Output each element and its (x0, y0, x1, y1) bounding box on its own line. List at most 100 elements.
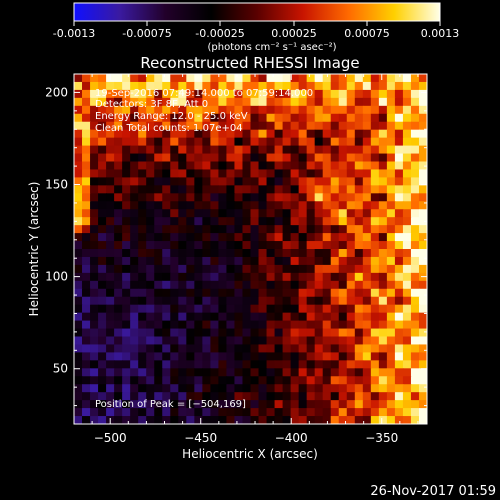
heatmap-cell (98, 392, 107, 401)
heatmap-cell (154, 153, 163, 163)
heatmap-cell (82, 153, 91, 163)
heatmap-cell (258, 161, 268, 171)
heatmap-cell (354, 264, 364, 274)
heatmap-cell (202, 185, 211, 194)
heatmap-cell (346, 113, 356, 123)
heatmap-cell (290, 177, 300, 186)
heatmap-cell (418, 416, 427, 424)
heatmap-cell (146, 328, 155, 338)
heatmap-cell (314, 328, 324, 338)
heatmap-cell (250, 161, 260, 171)
heatmap-cell (178, 352, 187, 361)
heatmap-cell (354, 105, 364, 115)
heatmap-cell (274, 81, 284, 91)
heatmap-cell (290, 304, 300, 314)
heatmap-cell (218, 368, 228, 377)
heatmap-cell (202, 256, 211, 266)
heatmap-cell (298, 296, 308, 306)
heatmap-cell (226, 217, 236, 226)
heatmap-cell (298, 97, 308, 107)
heatmap-cell (354, 352, 364, 361)
y-axis-label: Heliocentric Y (arcsec) (27, 182, 41, 317)
heatmap-cell (346, 280, 356, 290)
heatmap-cell (258, 89, 268, 99)
heatmap-cell (266, 97, 276, 107)
heatmap-cell (226, 105, 236, 115)
heatmap-cell (282, 296, 292, 306)
heatmap-cell (314, 336, 324, 346)
heatmap-cell (274, 280, 284, 290)
heatmap-cell (290, 408, 300, 417)
heatmap-cell (146, 296, 155, 306)
heatmap-cell (274, 344, 284, 353)
heatmap-cell (186, 74, 195, 83)
heatmap-cell (122, 352, 131, 361)
heatmap-cell (226, 137, 236, 147)
heatmap-cell (90, 105, 99, 115)
heatmap-cell (346, 97, 356, 107)
heatmap-cell (250, 153, 260, 163)
heatmap-cell (162, 344, 171, 353)
heatmap-cell (322, 121, 332, 131)
heatmap-cell (266, 74, 276, 83)
heatmap-cell (226, 320, 236, 330)
heatmap-cell (218, 169, 228, 178)
heatmap-cell (346, 312, 356, 322)
heatmap-cell (362, 320, 372, 330)
heatmap-cell (194, 264, 203, 274)
heatmap-cell (170, 153, 179, 163)
heatmap-cell (274, 217, 284, 226)
heatmap-cell (218, 416, 228, 424)
heatmap-cell (210, 408, 220, 417)
heatmap-cell (338, 416, 348, 424)
heatmap-cell (298, 376, 308, 385)
heatmap-cell (378, 256, 388, 266)
heatmap-cell (354, 233, 364, 242)
heatmap-cell (234, 360, 244, 369)
heatmap-cell (162, 272, 171, 282)
heatmap-cell (186, 368, 195, 377)
heatmap-cell (210, 280, 220, 290)
heatmap-cell (322, 296, 332, 306)
heatmap-cell (202, 264, 211, 274)
heatmap-cell (298, 288, 308, 298)
heatmap-cell (258, 352, 268, 361)
heatmap-cell (378, 193, 388, 202)
heatmap-cell (274, 312, 284, 322)
heatmap-cell (322, 360, 332, 369)
heatmap-cell (362, 264, 372, 274)
heatmap-cell (138, 336, 147, 346)
heatmap-cell (154, 145, 163, 155)
heatmap-cell (386, 384, 396, 393)
heatmap-cell (250, 400, 260, 409)
heatmap-cell (266, 121, 276, 131)
heatmap-cell (122, 304, 131, 314)
heatmap-cell (218, 113, 228, 123)
heatmap-cell (338, 177, 348, 186)
heatmap-cell (258, 376, 268, 385)
heatmap-cell (354, 249, 364, 258)
heatmap-cell (170, 352, 179, 361)
heatmap-cell (202, 296, 211, 306)
heatmap-cell (322, 137, 332, 147)
heatmap-cell (386, 376, 396, 385)
heatmap-cell (242, 336, 252, 346)
heatmap-cell (378, 360, 388, 369)
heatmap-cell (178, 153, 187, 163)
heatmap-cell (330, 81, 340, 91)
heatmap-cell (418, 193, 427, 202)
heatmap-cell (82, 392, 91, 401)
heatmap-cell (410, 121, 420, 131)
heatmap-cell (234, 74, 244, 83)
heatmap-cell (330, 336, 340, 346)
heatmap-cell (242, 312, 252, 322)
heatmap-cell (378, 137, 388, 147)
heatmap-cell (266, 368, 276, 377)
heatmap-cell (378, 209, 388, 218)
heatmap-cell (138, 233, 147, 242)
heatmap-cell (90, 296, 99, 306)
heatmap-cell (298, 384, 308, 393)
heatmap-cell (242, 97, 252, 107)
heatmap-cell (354, 201, 364, 210)
heatmap-cell (146, 376, 155, 385)
